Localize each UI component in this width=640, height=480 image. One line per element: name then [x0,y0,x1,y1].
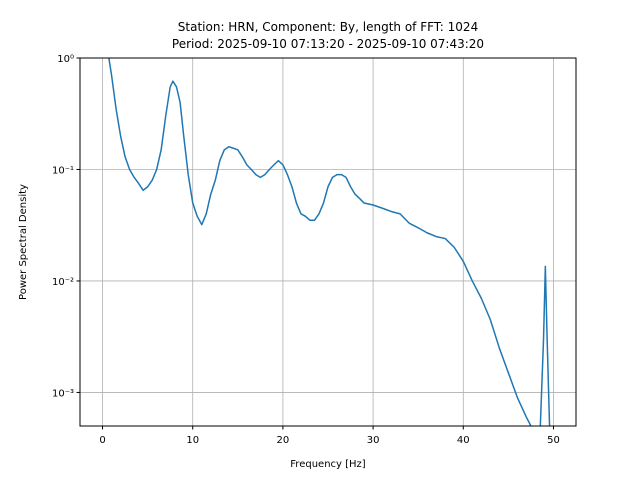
x-tick-label: 40 [457,435,470,446]
chart-title: Station: HRN, Component: By, length of F… [178,20,478,34]
x-tick-label: 10 [186,435,199,446]
axes-frame [79,57,577,427]
y-axis-label: Power Spectral Density [18,184,29,300]
x-tick-label: 20 [277,435,290,446]
y-tick-label: 10⁻² [52,277,74,288]
y-tick-label: 10⁻¹ [52,165,74,176]
plot-area [108,58,551,426]
y-tick-label: 10⁰ [57,54,74,65]
x-tick-label: 50 [547,435,560,446]
x-tick-label: 0 [99,435,105,446]
y-tick-label: 10⁻³ [52,388,74,399]
chart-subtitle: Period: 2025-09-10 07:13:20 - 2025-09-10… [172,37,484,51]
x-axis-label: Frequency [Hz] [290,459,366,470]
x-tick-label: 30 [367,435,380,446]
ticks: 0 10 20 30 40 50 10⁻³ 10⁻² 10⁻¹ 10⁰ [52,54,560,446]
line-series [108,58,551,426]
